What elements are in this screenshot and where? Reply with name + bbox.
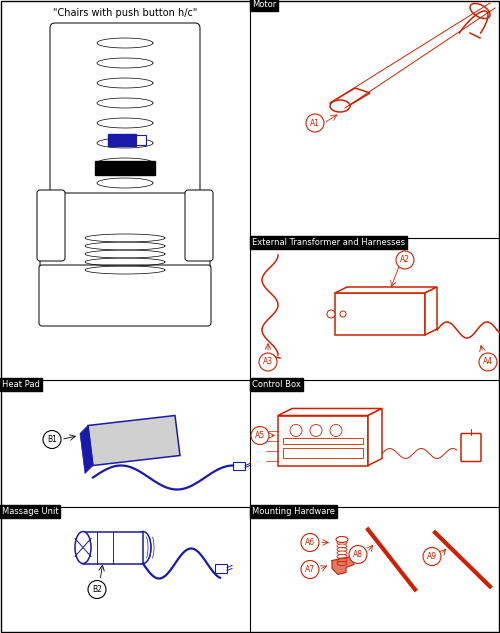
Text: A3: A3 [263, 358, 273, 367]
Circle shape [88, 580, 106, 598]
Circle shape [349, 546, 367, 563]
Text: External Transformer and Harnesses: External Transformer and Harnesses [252, 238, 405, 247]
Circle shape [306, 114, 324, 132]
Text: Heat Pad: Heat Pad [2, 380, 40, 389]
Text: A4: A4 [483, 358, 493, 367]
Ellipse shape [336, 537, 348, 542]
Text: Mounting Hardware: Mounting Hardware [252, 507, 335, 516]
Polygon shape [335, 287, 437, 293]
Ellipse shape [330, 100, 350, 112]
Circle shape [301, 560, 319, 579]
Text: B2: B2 [92, 585, 102, 594]
Text: A8: A8 [353, 550, 363, 559]
Circle shape [43, 430, 61, 449]
FancyBboxPatch shape [39, 265, 211, 326]
Polygon shape [332, 556, 354, 575]
Text: B1: B1 [47, 435, 57, 444]
Bar [83, 532, 143, 563]
Circle shape [340, 311, 346, 317]
Bar [108, 134, 136, 146]
FancyBboxPatch shape [40, 193, 210, 278]
FancyBboxPatch shape [50, 23, 200, 208]
Polygon shape [425, 287, 437, 335]
Text: "Chairs with push button h/c": "Chairs with push button h/c" [53, 8, 197, 18]
Circle shape [301, 534, 319, 551]
Ellipse shape [337, 561, 347, 565]
Bar [283, 437, 363, 444]
Polygon shape [278, 408, 382, 415]
FancyBboxPatch shape [461, 434, 481, 461]
Ellipse shape [337, 558, 347, 562]
FancyBboxPatch shape [185, 190, 213, 261]
Circle shape [330, 425, 342, 437]
Polygon shape [278, 415, 368, 465]
Bar [136, 135, 146, 145]
Ellipse shape [75, 532, 91, 563]
Text: A6: A6 [305, 538, 315, 547]
Circle shape [310, 425, 322, 437]
Bar [283, 448, 363, 458]
Bar [95, 161, 155, 175]
Ellipse shape [337, 541, 347, 544]
Ellipse shape [337, 544, 347, 548]
Ellipse shape [337, 548, 347, 551]
Text: A7: A7 [305, 565, 315, 574]
Text: A9: A9 [427, 552, 437, 561]
Polygon shape [330, 88, 370, 108]
Circle shape [479, 353, 497, 371]
Polygon shape [88, 415, 180, 465]
Ellipse shape [470, 3, 490, 18]
Circle shape [259, 353, 277, 371]
Circle shape [251, 427, 269, 444]
Text: A5: A5 [255, 431, 265, 440]
Text: A2: A2 [400, 256, 410, 265]
Ellipse shape [337, 551, 347, 555]
Bar [215, 563, 227, 572]
Text: Massage Unit: Massage Unit [2, 507, 58, 516]
Text: Control Box: Control Box [252, 380, 301, 389]
Circle shape [423, 548, 441, 565]
Circle shape [396, 251, 414, 269]
Text: A1: A1 [310, 118, 320, 127]
FancyBboxPatch shape [37, 190, 65, 261]
Ellipse shape [337, 555, 347, 558]
Ellipse shape [135, 532, 151, 563]
Circle shape [327, 310, 335, 318]
Text: Motor: Motor [252, 0, 276, 9]
Circle shape [290, 425, 302, 437]
Polygon shape [80, 425, 93, 473]
Polygon shape [335, 293, 425, 335]
Bar [233, 461, 245, 470]
Polygon shape [368, 408, 382, 465]
